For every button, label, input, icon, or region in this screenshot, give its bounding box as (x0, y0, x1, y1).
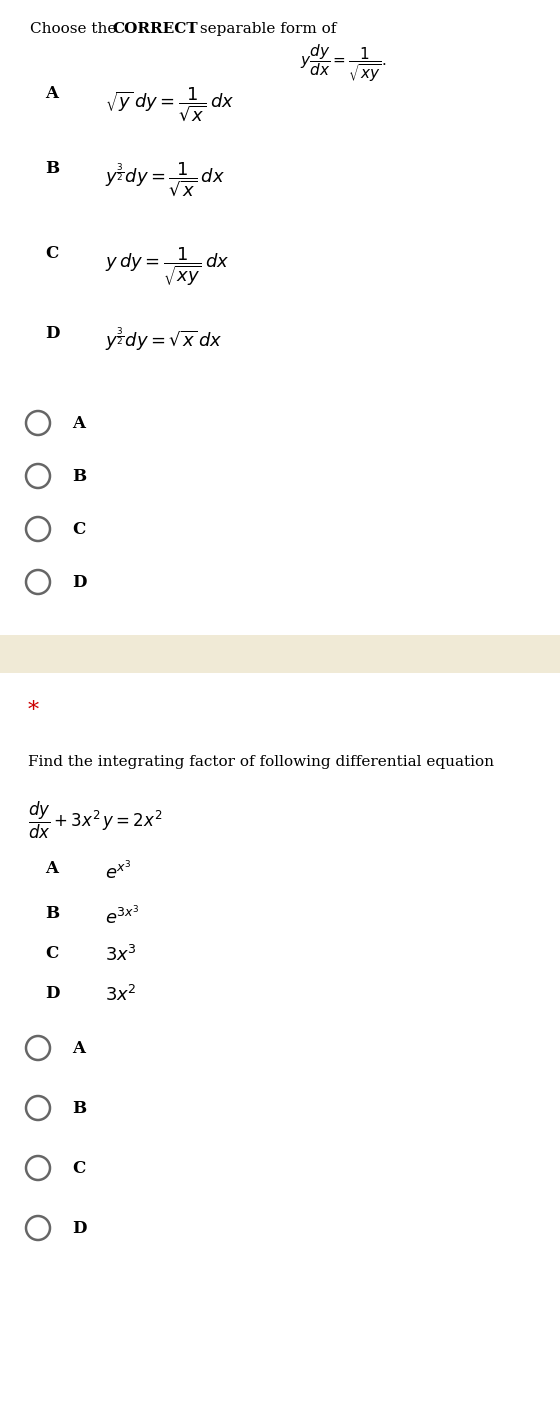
Text: $y\dfrac{dy}{dx} = \dfrac{1}{\sqrt{xy}}$.: $y\dfrac{dy}{dx} = \dfrac{1}{\sqrt{xy}}$… (300, 42, 388, 84)
Text: $3x^2$: $3x^2$ (105, 986, 137, 1005)
Text: $3x^3$: $3x^3$ (105, 944, 137, 966)
Text: $e^{3x^3}$: $e^{3x^3}$ (105, 905, 140, 929)
Text: D: D (45, 986, 59, 1003)
Text: Choose the: Choose the (30, 23, 122, 35)
Text: D: D (72, 1221, 86, 1238)
Text: A: A (45, 85, 58, 102)
Text: $y^{\frac{3}{2}}dy = \sqrt{x}\,dx$: $y^{\frac{3}{2}}dy = \sqrt{x}\,dx$ (105, 326, 222, 353)
Text: B: B (72, 469, 86, 486)
Text: A: A (72, 1039, 85, 1056)
Text: A: A (72, 415, 85, 432)
Text: *: * (28, 700, 39, 722)
Text: $\dfrac{dy}{dx} + 3x^2\,y = 2x^2$: $\dfrac{dy}{dx} + 3x^2\,y = 2x^2$ (28, 800, 162, 841)
Text: CORRECT: CORRECT (112, 23, 198, 35)
Text: B: B (45, 905, 59, 922)
Text: C: C (45, 944, 58, 961)
Text: B: B (72, 1100, 86, 1117)
Text: $\sqrt{y}\,dy = \dfrac{1}{\sqrt{x}}\,dx$: $\sqrt{y}\,dy = \dfrac{1}{\sqrt{x}}\,dx$ (105, 85, 234, 123)
Text: B: B (45, 160, 59, 177)
Text: C: C (72, 1160, 85, 1177)
Text: $e^{x^3}$: $e^{x^3}$ (105, 860, 132, 884)
Text: C: C (72, 521, 85, 538)
Text: D: D (72, 573, 86, 590)
Text: separable form of: separable form of (195, 23, 341, 35)
Text: A: A (45, 860, 58, 877)
Text: $y^{\frac{3}{2}}dy = \dfrac{1}{\sqrt{x}}\,dx$: $y^{\frac{3}{2}}dy = \dfrac{1}{\sqrt{x}}… (105, 160, 225, 198)
Bar (0, 634, 560, 673)
Text: Find the integrating factor of following differential equation: Find the integrating factor of following… (28, 755, 494, 769)
Text: $y\,dy = \dfrac{1}{\sqrt{xy}}\,dx$: $y\,dy = \dfrac{1}{\sqrt{xy}}\,dx$ (105, 245, 230, 287)
Text: C: C (45, 245, 58, 262)
Text: D: D (45, 326, 59, 343)
